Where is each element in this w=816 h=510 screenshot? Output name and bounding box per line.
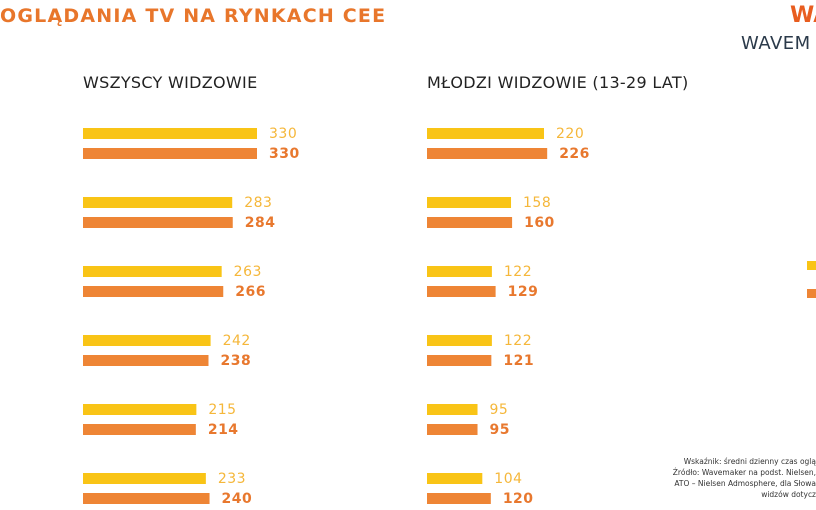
data-label-chart2-group2-series1: 158 bbox=[523, 195, 551, 211]
data-label-chart2-group5-series2: 95 bbox=[490, 422, 510, 438]
bar-chart1-group4-series1 bbox=[83, 335, 211, 346]
data-label-chart2-group4-series2: 121 bbox=[503, 353, 534, 369]
data-label-chart1-group1-series2: 330 bbox=[269, 146, 300, 162]
bar-chart1-group3-series2 bbox=[83, 286, 224, 297]
data-label-chart1-group2-series2: 284 bbox=[245, 215, 276, 231]
data-label-chart1-group3-series2: 266 bbox=[235, 284, 266, 300]
data-label-chart1-group5-series1: 215 bbox=[208, 402, 236, 418]
data-label-chart2-group6-series1: 104 bbox=[494, 471, 522, 487]
bar-chart2-group2-series2 bbox=[427, 217, 513, 228]
data-label-chart2-group2-series2: 160 bbox=[524, 215, 555, 231]
cropped-bar-series-b bbox=[807, 289, 816, 298]
bar-chart2-group3-series2 bbox=[427, 286, 496, 297]
brand-logo-top: WA bbox=[790, 3, 816, 28]
data-label-chart2-group6-series2: 120 bbox=[503, 491, 534, 507]
data-label-chart1-group5-series2: 214 bbox=[208, 422, 239, 438]
bar-chart1-group2-series2 bbox=[83, 217, 233, 228]
bar-chart2-group6-series1 bbox=[427, 473, 483, 484]
data-label-chart1-group4-series2: 238 bbox=[220, 353, 251, 369]
data-label-chart1-group2-series1: 283 bbox=[244, 195, 272, 211]
data-label-chart1-group1-series1: 330 bbox=[269, 126, 297, 142]
bar-chart2-group1-series2 bbox=[427, 148, 548, 159]
bar-chart2-group5-series2 bbox=[427, 424, 478, 435]
chart-title-all-viewers: WSZYSCY WIDZOWIE bbox=[83, 73, 258, 92]
footnote: Wskaźnik: średni dzienny czas oglą Źródł… bbox=[646, 456, 816, 500]
data-label-chart1-group4-series1: 242 bbox=[223, 333, 251, 349]
footnote-line: Wskaźnik: średni dzienny czas oglą bbox=[683, 457, 816, 466]
footnote-line: widzów dotycz bbox=[761, 490, 816, 499]
cropped-bar-series-a bbox=[807, 261, 816, 270]
data-label-chart1-group3-series1: 263 bbox=[234, 264, 262, 280]
bar-chart2-group3-series1 bbox=[427, 266, 492, 277]
bar-chart2-group4-series1 bbox=[427, 335, 492, 346]
bar-chart1-group6-series2 bbox=[83, 493, 210, 504]
bar-chart1-group1-series2 bbox=[83, 148, 257, 159]
data-label-chart2-group1-series1: 220 bbox=[556, 126, 584, 142]
footnote-line: ATO – Nielsen Admosphere, dla Słowa bbox=[674, 479, 816, 488]
bar-chart1-group5-series2 bbox=[83, 424, 196, 435]
data-label-chart2-group5-series1: 95 bbox=[490, 402, 509, 418]
chart-title-young-viewers: MŁODZI WIDZOWIE (13-29 LAT) bbox=[427, 73, 689, 92]
bar-chart2-group2-series1 bbox=[427, 197, 512, 208]
bar-chart2-group1-series1 bbox=[427, 128, 544, 139]
bar-chart2-group6-series2 bbox=[427, 493, 491, 504]
bar-chart1-group4-series2 bbox=[83, 355, 209, 366]
bar-chart1-group6-series1 bbox=[83, 473, 206, 484]
bar-chart1-group2-series1 bbox=[83, 197, 233, 208]
page-title: OGLĄDANIA TV NA RYNKACH CEE bbox=[0, 5, 387, 27]
data-label-chart1-group6-series1: 233 bbox=[218, 471, 246, 487]
bar-chart2-group5-series1 bbox=[427, 404, 478, 415]
data-label-chart1-group6-series2: 240 bbox=[222, 491, 253, 507]
data-label-chart2-group3-series2: 129 bbox=[508, 284, 539, 300]
data-label-chart2-group3-series1: 122 bbox=[504, 264, 532, 280]
data-label-chart2-group1-series2: 226 bbox=[559, 146, 590, 162]
bar-chart1-group3-series1 bbox=[83, 266, 222, 277]
footnote-line: Źródło: Wavemaker na podst. Nielsen, bbox=[672, 468, 816, 477]
data-label-chart2-group4-series1: 122 bbox=[504, 333, 532, 349]
bar-chart2-group4-series2 bbox=[427, 355, 492, 366]
bar-chart1-group5-series1 bbox=[83, 404, 197, 415]
brand-logo-wordmark: WAVEM bbox=[741, 33, 811, 54]
bar-chart1-group1-series1 bbox=[83, 128, 257, 139]
